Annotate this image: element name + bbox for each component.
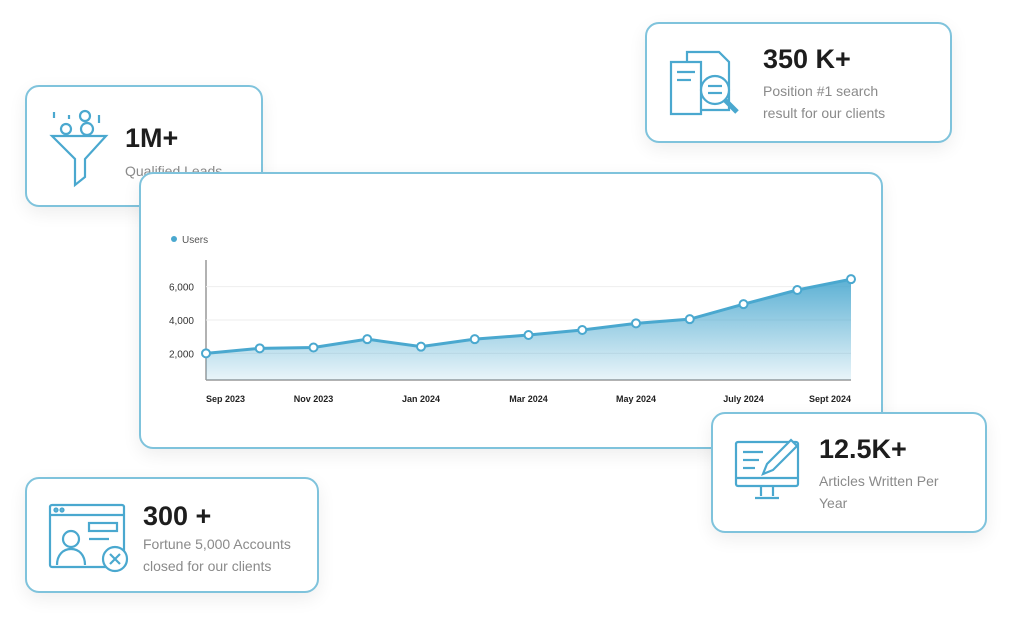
data-point [308, 342, 319, 353]
x-tick-label: Nov 2023 [294, 394, 334, 404]
data-point [416, 341, 426, 352]
users-chart-card: Users 2,000 4,000 6,000 Sep 2023 Nov 2023 Jan… [139, 172, 883, 449]
stat-card-search: 350 K+ Position #1 search result for our… [645, 22, 952, 143]
users-area [206, 279, 851, 380]
stat-label: Fortune 5,000 Accounts closed for our cl… [143, 536, 291, 574]
data-point [254, 343, 265, 354]
x-tick-label: Jan 2024 [402, 394, 440, 404]
y-tick-label: 6,000 [169, 283, 194, 294]
profile-window-icon [48, 503, 129, 573]
search-document-icon [669, 50, 739, 116]
x-tick-label: Sept 2024 [809, 394, 851, 404]
legend-dot [171, 236, 177, 242]
y-tick-label: 2,000 [169, 349, 194, 360]
data-point [631, 318, 641, 329]
stat-label: Articles Written Per Year [819, 473, 939, 511]
stat-value: 350 K+ [763, 44, 851, 74]
stat-value: 300 + [143, 501, 212, 531]
data-point [846, 274, 856, 285]
legend-label-users: Users [182, 235, 208, 246]
stat-value: 1M+ [125, 123, 179, 153]
stat-card-accounts: 300 + Fortune 5,000 Accounts closed for … [25, 477, 319, 593]
x-tick-label: July 2024 [723, 394, 764, 404]
data-point [523, 330, 534, 340]
y-tick-label: 4,000 [169, 316, 194, 327]
data-point [469, 334, 480, 345]
monitor-pencil-icon [734, 438, 800, 500]
stat-card-articles: 12.5K+ Articles Written Per Year [711, 412, 987, 533]
data-point [738, 299, 749, 310]
stat-label: Position #1 search result for our client… [763, 83, 886, 121]
data-point [362, 334, 373, 345]
users-area-chart: Users 2,000 4,000 6,000 Sep 2023 Nov 2023 Jan… [169, 235, 856, 404]
funnel-icon [49, 109, 109, 188]
data-point [684, 314, 695, 325]
data-point [577, 325, 588, 335]
x-tick-label: May 2024 [616, 394, 656, 404]
data-point [201, 348, 211, 359]
stat-value: 12.5K+ [819, 434, 907, 464]
x-tick-label: Sep 2023 [206, 394, 245, 404]
data-point [792, 285, 803, 295]
x-tick-label: Mar 2024 [509, 394, 548, 404]
